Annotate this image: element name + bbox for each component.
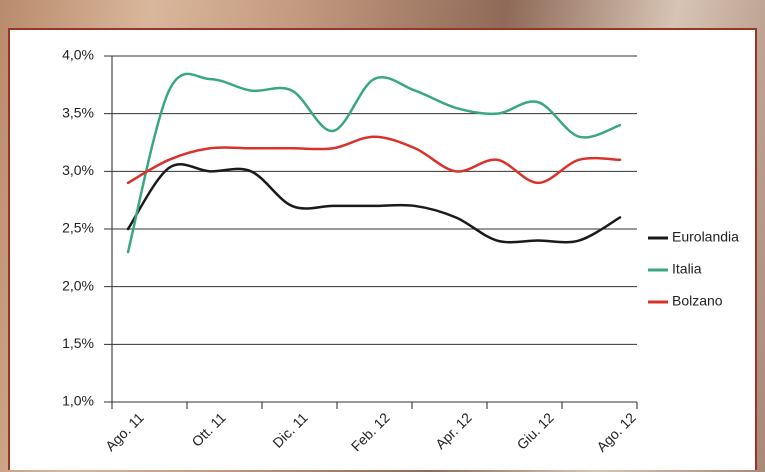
y-tick-label: 2,0%: [62, 277, 94, 293]
x-tick-label: Ott. 11: [188, 409, 228, 449]
y-tick-label: 3,0%: [62, 162, 94, 178]
x-tick-label: Giu. 12: [514, 409, 557, 452]
y-tick-label: 3,5%: [62, 104, 94, 120]
x-tick-label: Ago. 11: [102, 409, 147, 454]
legend-label: Eurolandia: [672, 229, 739, 245]
series-line: [126, 135, 622, 185]
x-tick-label: Ago. 12: [593, 409, 639, 455]
x-tick-label: Dic. 11: [269, 409, 311, 451]
chart-panel: [8, 28, 757, 470]
x-tick-label: Feb. 12: [348, 409, 393, 454]
series-line: [126, 72, 622, 254]
y-tick-label: 1,0%: [62, 393, 94, 409]
legend-label: Bolzano: [672, 293, 723, 309]
x-tick-label: Apr. 12: [432, 409, 475, 452]
series-line: [126, 163, 622, 244]
y-tick-label: 4,0%: [62, 47, 94, 63]
legend-label: Italia: [672, 261, 702, 277]
y-tick-label: 2,5%: [62, 220, 94, 236]
y-tick-label: 1,5%: [62, 335, 94, 351]
